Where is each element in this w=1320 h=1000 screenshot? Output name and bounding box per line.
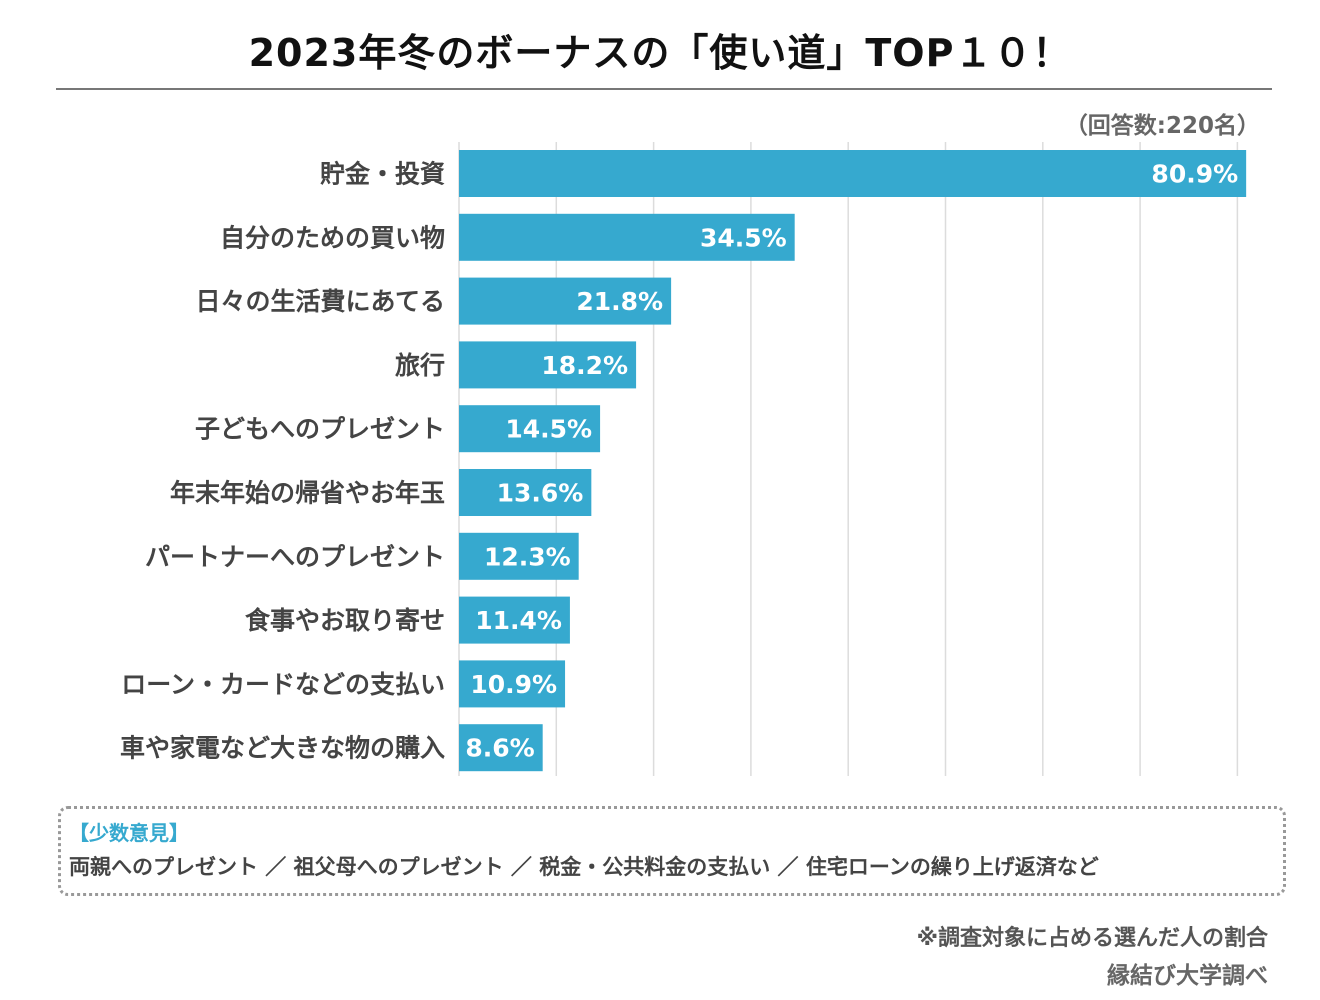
bar	[459, 150, 1247, 197]
category-label: ローン・カードなどの支払い	[121, 670, 445, 699]
title-divider	[56, 88, 1272, 90]
bar	[459, 596, 570, 644]
category-label: 車や家電など大きな物の購入	[120, 734, 445, 763]
minority-heading: 【少数意見】	[69, 821, 189, 845]
category-label: 貯金・投資	[320, 160, 445, 189]
bar	[459, 660, 566, 708]
minority-text: 両親へのプレゼント ／ 祖父母へのプレゼント ／ 税金・公共料金の支払い ／ 住…	[69, 855, 1099, 879]
category-label: 自分のための買い物	[220, 223, 445, 252]
minority-opinions-box: 【少数意見】 両親へのプレゼント ／ 祖父母へのプレゼント ／ 税金・公共料金の…	[58, 806, 1286, 896]
bar	[459, 277, 672, 325]
bar	[459, 469, 592, 516]
data-label: 21.8%	[576, 287, 663, 316]
category-label: 年末年始の帰省やお年玉	[170, 479, 445, 508]
bar	[459, 213, 795, 261]
data-label: 80.9%	[1151, 160, 1238, 189]
category-label: 日々の生活費にあてる	[195, 287, 445, 316]
data-label: 8.6%	[465, 734, 534, 763]
data-label: 14.5%	[505, 415, 592, 444]
category-label: 旅行	[395, 351, 445, 380]
data-label: 13.6%	[497, 479, 584, 508]
bar	[459, 341, 637, 389]
bar	[459, 532, 579, 580]
data-label: 12.3%	[484, 542, 571, 571]
source: 縁結び大学調べ	[1107, 963, 1268, 989]
chart-title: 2023年冬のボーナスの「使い道」TOP１０！	[248, 31, 1072, 75]
data-label: 10.9%	[470, 670, 557, 699]
bar	[459, 724, 543, 772]
footnote: ※調査対象に占める選んだ人の割合	[916, 926, 1268, 951]
data-label: 34.5%	[700, 223, 787, 252]
respondent-count: （回答数:220名）	[1064, 113, 1260, 139]
category-label: パートナーへのプレゼント	[145, 542, 445, 571]
data-label: 11.4%	[475, 606, 562, 635]
bar	[459, 405, 601, 453]
bar-chart: 80.9% 貯金・投資 34.5% 自分のための買い物 21.8% 日々の生活費にあてる 1…	[120, 142, 1247, 776]
category-label: 食事やお取り寄せ	[245, 606, 445, 635]
data-label: 18.2%	[541, 351, 628, 380]
category-label: 子どもへのプレゼント	[195, 415, 445, 444]
